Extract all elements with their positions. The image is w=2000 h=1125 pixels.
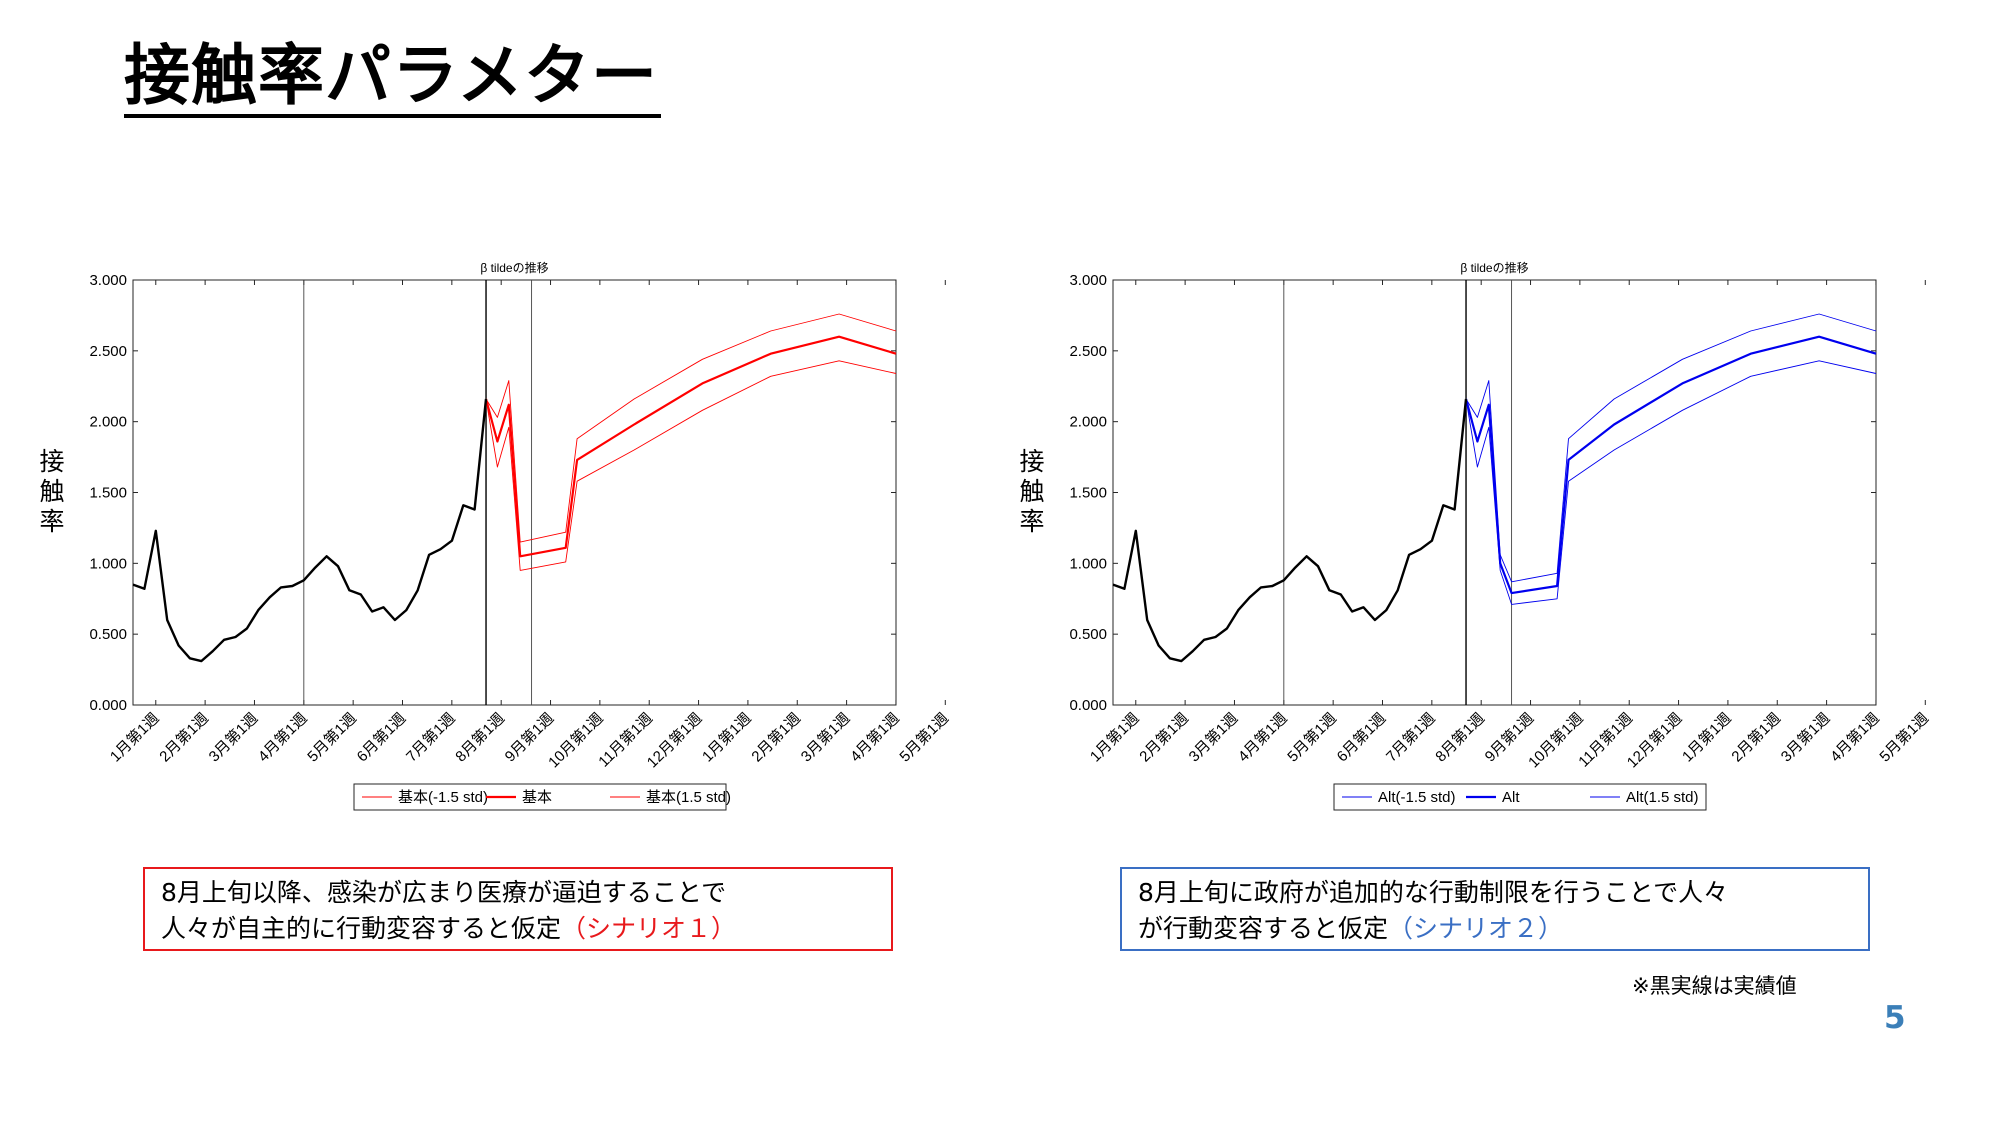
footnote: ※黒実線は実績値 bbox=[1632, 974, 1797, 998]
y-tick-label: 2.500 bbox=[1069, 343, 1107, 360]
title-underline bbox=[124, 114, 661, 118]
chart-scenario2: β tildeの推移 0.000 0.500 1.000 1.500 2.000 2.500… bbox=[1006, 245, 1986, 830]
legend-label: 基本(-1.5 std) bbox=[398, 789, 488, 806]
y-tick-label: 1.000 bbox=[89, 555, 127, 572]
y-tick-label: 2.500 bbox=[89, 343, 127, 360]
series-line-actual bbox=[132, 398, 488, 663]
series-line-main bbox=[484, 335, 897, 558]
caption-line1: 8月上旬に政府が追加的な行動制限を行うことで人々 bbox=[1138, 878, 1729, 907]
y-axis-label: 接触率 bbox=[39, 448, 64, 536]
caption-line2-text: 人々が自主的に行動変容すると仮定 bbox=[161, 914, 562, 943]
series-line-band bbox=[1465, 313, 1877, 583]
chart-title: β tildeの推移 bbox=[480, 261, 548, 275]
caption-scenario1: 8月上旬以降、感染が広まり医療が逼迫することで 人々が自主的に行動変容すると仮定… bbox=[143, 867, 893, 951]
y-axis-label: 接触率 bbox=[1019, 448, 1044, 536]
x-tick-label: 2月第1週 bbox=[1136, 709, 1192, 765]
y-tick-label: 0.000 bbox=[89, 697, 127, 714]
y-tick-label: 3.000 bbox=[89, 272, 127, 289]
x-tick-label: 5月第1週 bbox=[1284, 709, 1340, 765]
x-tick-label: 4月第1週 bbox=[846, 709, 902, 765]
x-tick-label: 1月第1週 bbox=[1678, 709, 1734, 765]
y-tick-label: 1.500 bbox=[89, 485, 127, 502]
y-tick-label: 1.500 bbox=[1069, 485, 1107, 502]
x-tick-label: 3月第1週 bbox=[797, 709, 853, 765]
series-line-band bbox=[485, 313, 897, 543]
y-tick-label: 2.000 bbox=[1069, 414, 1107, 431]
x-tick-label: 7月第1週 bbox=[402, 709, 458, 765]
legend-label: Alt bbox=[1502, 789, 1520, 806]
x-tick-label: 2月第1週 bbox=[748, 709, 804, 765]
x-tick-label: 4月第1週 bbox=[1826, 709, 1882, 765]
x-tick-label: 1月第1週 bbox=[1086, 709, 1142, 765]
x-tick-label: 5月第1週 bbox=[304, 709, 360, 765]
legend-box bbox=[1333, 783, 1707, 811]
y-tick-label: 0.500 bbox=[89, 626, 127, 643]
caption-scenario-label: （シナリオ１） bbox=[561, 914, 737, 943]
caption-line1: 8月上旬以降、感染が広まり医療が逼迫することで bbox=[161, 878, 727, 907]
y-tick-label: 3.000 bbox=[1069, 272, 1107, 289]
x-tick-label: 8月第1週 bbox=[452, 709, 508, 765]
x-tick-label: 4月第1週 bbox=[254, 709, 310, 765]
page-number: 5 bbox=[1884, 1000, 1906, 1036]
x-tick-label: 8月第1週 bbox=[1432, 709, 1488, 765]
x-tick-label: 5月第1週 bbox=[896, 709, 952, 765]
x-tick-label: 4月第1週 bbox=[1234, 709, 1290, 765]
slide-title: 接触率パラメター bbox=[124, 37, 659, 114]
series-line-band bbox=[485, 360, 897, 571]
chart-svg: β tildeの推移 0.000 0.500 1.000 1.500 2.000 2.500… bbox=[39, 261, 952, 811]
caption-line2-text: が行動変容すると仮定 bbox=[1138, 914, 1389, 943]
y-tick-label: 2.000 bbox=[89, 414, 127, 431]
y-tick-label: 1.000 bbox=[1069, 555, 1107, 572]
y-tick-label: 0.500 bbox=[1069, 626, 1107, 643]
chart-svg: β tildeの推移 0.000 0.500 1.000 1.500 2.000 2.500… bbox=[1019, 261, 1932, 811]
x-tick-label: 7月第1週 bbox=[1382, 709, 1438, 765]
series-line-band bbox=[1465, 360, 1877, 605]
chart-title: β tildeの推移 bbox=[1460, 261, 1528, 275]
x-tick-label: 1月第1週 bbox=[698, 709, 754, 765]
x-tick-label: 6月第1週 bbox=[353, 709, 409, 765]
x-tick-label: 3月第1週 bbox=[205, 709, 261, 765]
x-tick-label: 1月第1週 bbox=[106, 709, 162, 765]
x-tick-label: 5月第1週 bbox=[1876, 709, 1932, 765]
legend-label: Alt(-1.5 std) bbox=[1378, 789, 1456, 806]
x-tick-label: 3月第1週 bbox=[1777, 709, 1833, 765]
caption-scenario-label: （シナリオ２） bbox=[1388, 914, 1564, 943]
caption-line2: 人々が自主的に行動変容すると仮定（シナリオ１） bbox=[161, 911, 875, 947]
legend-label: Alt(1.5 std) bbox=[1626, 789, 1699, 806]
x-tick-label: 6月第1週 bbox=[1333, 709, 1389, 765]
caption-line2: が行動変容すると仮定（シナリオ２） bbox=[1138, 911, 1852, 947]
y-tick-label: 0.000 bbox=[1069, 697, 1107, 714]
legend-label: 基本(1.5 std) bbox=[646, 789, 731, 806]
caption-scenario2: 8月上旬に政府が追加的な行動制限を行うことで人々 が行動変容すると仮定（シナリオ… bbox=[1120, 867, 1870, 951]
x-tick-label: 2月第1週 bbox=[1728, 709, 1784, 765]
chart-scenario1: β tildeの推移 0.000 0.500 1.000 1.500 2.000 2.500… bbox=[26, 245, 1006, 830]
series-line-main bbox=[1464, 335, 1877, 595]
legend-label: 基本 bbox=[522, 789, 552, 806]
x-tick-label: 2月第1週 bbox=[156, 709, 212, 765]
x-tick-label: 3月第1週 bbox=[1185, 709, 1241, 765]
legend-box bbox=[353, 783, 727, 811]
series-line-actual bbox=[1112, 398, 1468, 663]
